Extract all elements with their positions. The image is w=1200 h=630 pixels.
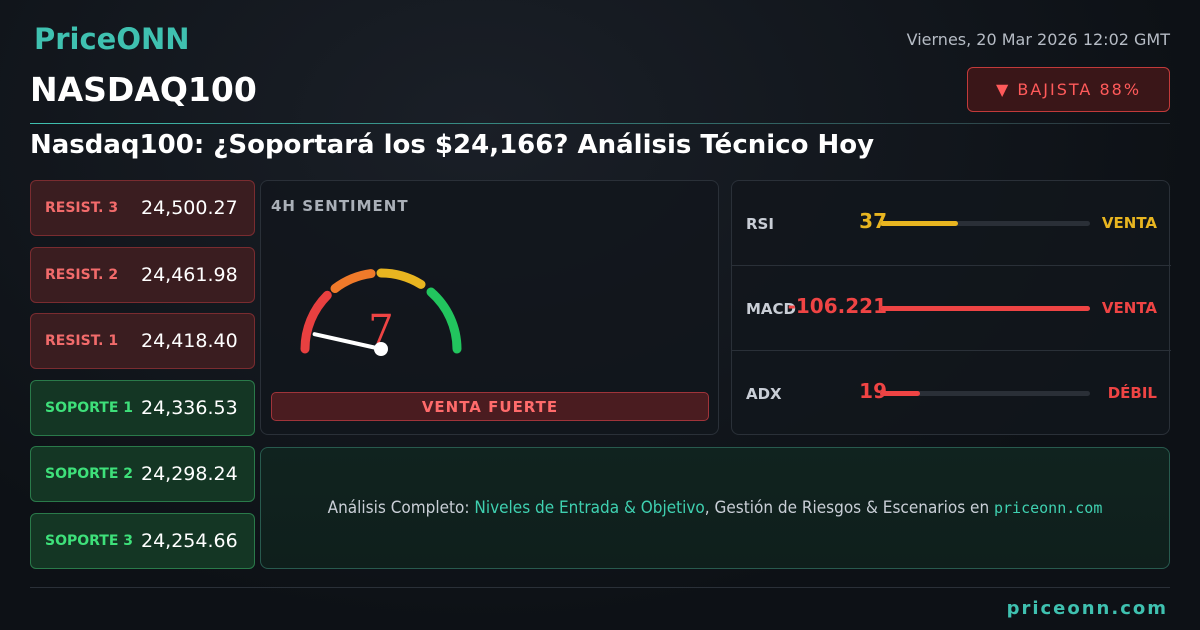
indicator-row: ADX 19 DÉBIL (732, 351, 1171, 436)
cta-link[interactable]: priceonn.com (994, 499, 1103, 517)
indicator-track (880, 221, 1090, 226)
sentiment-panel: 4H SENTIMENT 7 VENTA FUERTE (260, 180, 719, 435)
gauge-arc (376, 268, 426, 289)
level: SOPORTE 1 24,336.53 (30, 379, 255, 436)
level-value: 24,254.66 (141, 530, 238, 552)
level: RESIST. 2 24,461.98 (30, 246, 255, 303)
indicator-name: RSI (746, 215, 774, 233)
gauge: 7 (300, 268, 462, 356)
level: RESIST. 1 24,418.40 (30, 313, 255, 370)
indicator-row: RSI 37 VENTA (732, 181, 1171, 266)
trend-badge: ▼ BAJISTA 88% (967, 67, 1170, 112)
indicator-bar (880, 306, 1090, 311)
sentiment-title: 4H SENTIMENT (271, 197, 409, 215)
indicator-row: MACD -106.221 VENTA (732, 266, 1171, 351)
indicator-bar (880, 391, 920, 396)
headline: Nasdaq100: ¿Soportará los $24,166? Análi… (30, 130, 875, 160)
cta-panel: Análisis Completo: Niveles de Entrada & … (260, 447, 1170, 569)
cta-lead: Análisis Completo: (327, 498, 470, 518)
indicator-name: MACD (746, 300, 796, 318)
gauge-arc (426, 287, 462, 354)
indicators-panel: RSI 37 VENTA MACD -106.221 VENTA ADX 19 DÉBIL (731, 180, 1171, 436)
level: SOPORTE 2 24,298.24 (30, 446, 255, 503)
level-value: 24,298.24 (141, 463, 238, 486)
indicator-track (880, 306, 1090, 311)
indicator-name: ADX (746, 385, 782, 403)
cta-rest: , Gestión de Riesgos & Escenarios en (704, 498, 990, 518)
date: Viernes, 20 Mar 2026 12:02 GMT (906, 30, 1170, 49)
level-label: RESIST. 2 (45, 266, 119, 283)
symbol: NASDAQ100 (30, 70, 257, 109)
level-value: 24,461.98 (141, 263, 238, 286)
gauge-arc (300, 290, 332, 354)
divider (30, 587, 1170, 588)
indicator-signal: VENTA (1101, 299, 1157, 317)
level-value: 24,336.53 (141, 396, 238, 419)
gauge-needle (312, 332, 383, 351)
level-label: RESIST. 1 (45, 333, 119, 350)
level-value: 24,500.27 (141, 197, 238, 219)
level: SOPORTE 3 24,254.66 (30, 513, 255, 569)
footer-link[interactable]: priceonn.com (1006, 598, 1168, 619)
indicator-bar (880, 221, 958, 226)
sentiment-signal: VENTA FUERTE (271, 392, 709, 421)
cta-highlight: Niveles de Entrada & Objetivo (474, 498, 705, 518)
level: RESIST. 3 24,500.27 (30, 180, 255, 236)
level-value: 24,418.40 (141, 330, 238, 353)
indicator-signal: DÉBIL (1107, 384, 1157, 402)
gauge-arc (330, 269, 376, 293)
divider (30, 123, 1170, 124)
logo: PriceONN (34, 22, 190, 56)
level-label: SOPORTE 1 (45, 399, 134, 416)
indicator-signal: VENTA (1101, 214, 1157, 232)
level-label: RESIST. 3 (45, 200, 119, 216)
level-label: SOPORTE 3 (45, 533, 134, 549)
level-label: SOPORTE 2 (45, 466, 134, 483)
indicator-value: -106.221 (787, 294, 887, 318)
indicator-track (880, 391, 1090, 396)
gauge-pivot (374, 342, 388, 356)
